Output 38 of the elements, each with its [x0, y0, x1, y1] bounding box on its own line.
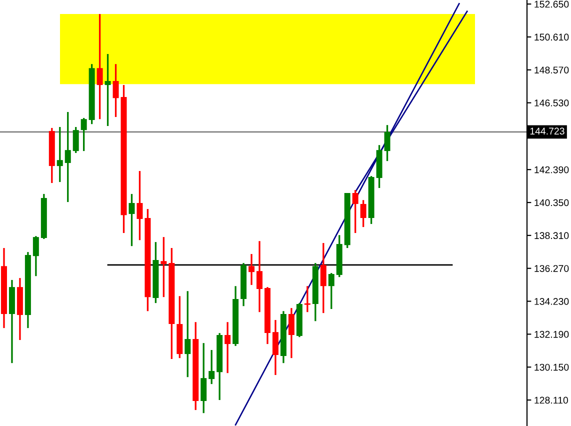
- candlestick: [256, 240, 262, 313]
- candlestick: [56, 126, 63, 183]
- candlestick: [80, 117, 87, 152]
- candlestick: [328, 272, 334, 310]
- candlestick: [112, 63, 119, 118]
- y-tick-label: 142.390: [534, 166, 569, 174]
- y-tick-label: 150.610: [534, 34, 569, 41]
- candlestick: [184, 290, 191, 378]
- candlestick: [352, 189, 358, 234]
- candlestick: [104, 53, 111, 127]
- y-tick-label: 134.230: [534, 298, 569, 305]
- candlestick: [208, 349, 215, 385]
- candlestick: [128, 193, 135, 247]
- ref-line-label: 144.723: [530, 128, 564, 135]
- candlestick: [160, 236, 167, 298]
- candlestick: [320, 242, 326, 314]
- candlestick: [32, 235, 39, 277]
- candlestick: [224, 321, 231, 374]
- y-tick-label: 140.350: [534, 199, 569, 206]
- candlestick: [64, 111, 71, 203]
- candlestick: [72, 126, 79, 154]
- y-tick-label: 148.570: [534, 66, 569, 74]
- candlestick: [96, 13, 103, 120]
- candlestick: [304, 285, 312, 313]
- y-tick-label: 130.150: [534, 364, 569, 371]
- candlestick: [248, 253, 255, 286]
- y-tick-label: 138.310: [534, 232, 569, 240]
- candlestick: [272, 319, 278, 376]
- y-tick-label: 128.110: [534, 396, 568, 404]
- candlestick: [384, 124, 390, 162]
- candlestick: [136, 170, 143, 241]
- candlestick: [288, 307, 294, 359]
- y-tick-label: 152.650: [534, 0, 569, 8]
- y-tick-label: 132.190: [534, 330, 569, 338]
- candlestick: [200, 342, 207, 414]
- y-tick-label: 146.530: [534, 100, 569, 106]
- y-tick-label: 136.270: [534, 265, 569, 272]
- candlestick: [360, 199, 366, 228]
